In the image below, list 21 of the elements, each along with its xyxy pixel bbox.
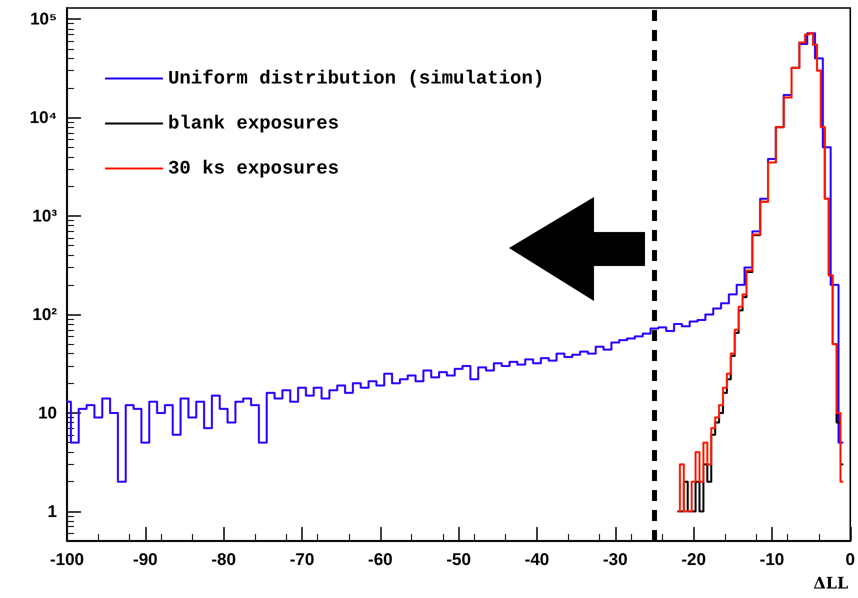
- x-tick-label: -80: [211, 550, 236, 569]
- x-tick-label: -90: [133, 550, 158, 569]
- y-tick-label: 10²: [32, 305, 58, 324]
- x-axis-title: ΔLL: [813, 574, 848, 592]
- y-tick-label: 10³: [32, 206, 58, 226]
- x-tick-label: -50: [446, 550, 471, 569]
- x-tick-label: 0: [846, 550, 856, 569]
- y-tick-label: 10⁴: [30, 108, 57, 128]
- legend-label: Uniform distribution (simulation): [168, 68, 544, 90]
- y-tick-label: 10: [38, 403, 57, 422]
- x-tick-label: -30: [603, 550, 628, 569]
- x-tick-label: -60: [368, 550, 393, 569]
- x-tick-label: -20: [681, 550, 706, 569]
- y-tick-label: 1: [48, 502, 57, 521]
- y-tick-label: 10⁵: [30, 10, 57, 29]
- x-tick-label: -10: [760, 550, 784, 569]
- x-tick-label: -40: [524, 550, 550, 569]
- x-tick-label: -70: [290, 550, 314, 569]
- legend-label: 30 ks exposures: [168, 158, 340, 180]
- x-tick-label: -100: [50, 550, 84, 569]
- legend-label: blank exposures: [168, 112, 340, 134]
